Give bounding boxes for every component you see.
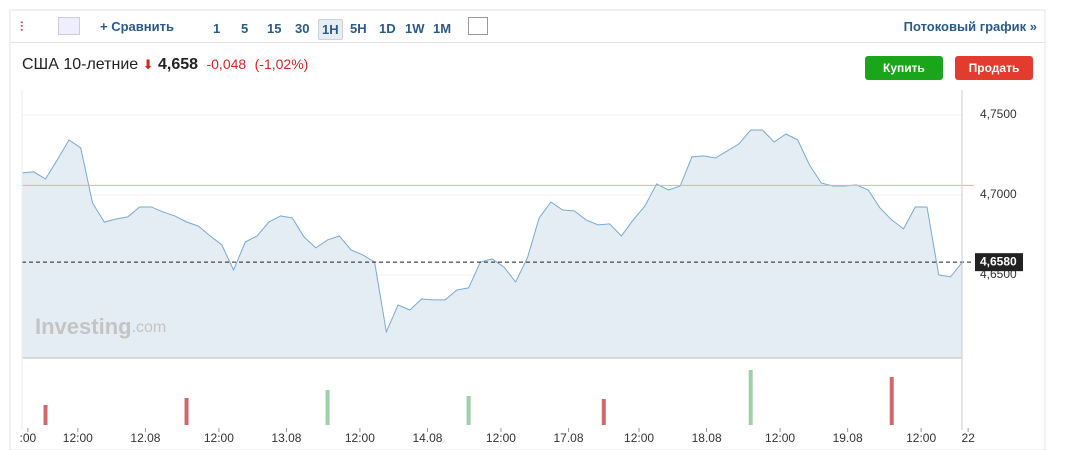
x-tick-label: 12:00 (486, 431, 516, 445)
area (22, 130, 963, 358)
compare-button[interactable]: + Сравнить (100, 19, 174, 34)
interval-button[interactable]: 1M (433, 21, 452, 36)
interval-button[interactable]: 5 (241, 21, 249, 36)
volume-bar (748, 370, 753, 425)
volume-bar (466, 396, 471, 425)
x-tick-label: 12:00 (765, 431, 795, 445)
last-price-label: 4,6580 (980, 254, 1017, 268)
watermark-suffix: .com (132, 319, 167, 336)
toolbar: ⫶ + Сравнить 1 5 15 30 1H 5H 1D 1W 1M Потоковый … (10, 10, 1045, 43)
x-tick-label: 22 (961, 431, 975, 445)
price: 4,658 (157, 56, 199, 73)
instrument-name: США 10-летние (22, 56, 139, 73)
x-tick-label: 12:00 (906, 431, 936, 445)
x-tick-label: 13.08 (271, 431, 301, 445)
interval-button[interactable]: 1H (318, 19, 343, 40)
table-icon[interactable] (468, 17, 488, 35)
watermark-brand: Investing (35, 314, 132, 339)
buy-button[interactable]: Купить (865, 56, 943, 80)
x-tick-label: 17.08 (554, 431, 584, 445)
interval-button[interactable]: 15 (267, 21, 282, 36)
y-tick-label: 4,7500 (980, 107, 1017, 121)
volume-bar (184, 398, 189, 425)
x-tick-label: 12:00 (63, 431, 93, 445)
watermark: Investing.com (35, 314, 166, 339)
x-tick-label: :00 (20, 431, 37, 445)
y-tick-label: 4,7000 (980, 187, 1017, 201)
x-tick-label: 14.08 (412, 431, 442, 445)
header: США 10-летние ⬇ 4,658 -0,048 (-1,02%) (22, 56, 308, 74)
x-tick-label: 18.08 (692, 431, 722, 445)
volume-bar (601, 399, 606, 425)
interval-button[interactable]: 5H (350, 21, 367, 36)
candles-icon: ⫶ (20, 19, 24, 34)
volume-bar (889, 377, 894, 425)
compare-label: Сравнить (111, 19, 174, 34)
x-tick-label: 12.08 (130, 431, 160, 445)
interval-button[interactable]: 1W (405, 21, 425, 36)
change: -0,048 (206, 56, 247, 72)
last-price-box (975, 253, 1023, 272)
x-tick-label: 12:00 (624, 431, 654, 445)
x-tick-label: 12:00 (204, 431, 234, 445)
interval-button[interactable]: 30 (295, 21, 310, 36)
x-tick-label: 12:00 (345, 431, 375, 445)
stream-link[interactable]: Потоковый график » (903, 19, 1037, 34)
interval-button[interactable]: 1D (379, 21, 396, 36)
area-icon[interactable] (58, 17, 80, 35)
change-pct: (-1,02%) (254, 56, 309, 72)
frame (9, 9, 1046, 450)
volume-bar (325, 390, 330, 425)
sell-button[interactable]: Продать (955, 56, 1033, 80)
x-tick-label: 19.08 (833, 431, 863, 445)
line (21, 129, 963, 334)
down-arrow: ⬇ (142, 57, 154, 72)
volume-bar (43, 405, 48, 425)
interval-button[interactable]: 1 (213, 21, 221, 36)
